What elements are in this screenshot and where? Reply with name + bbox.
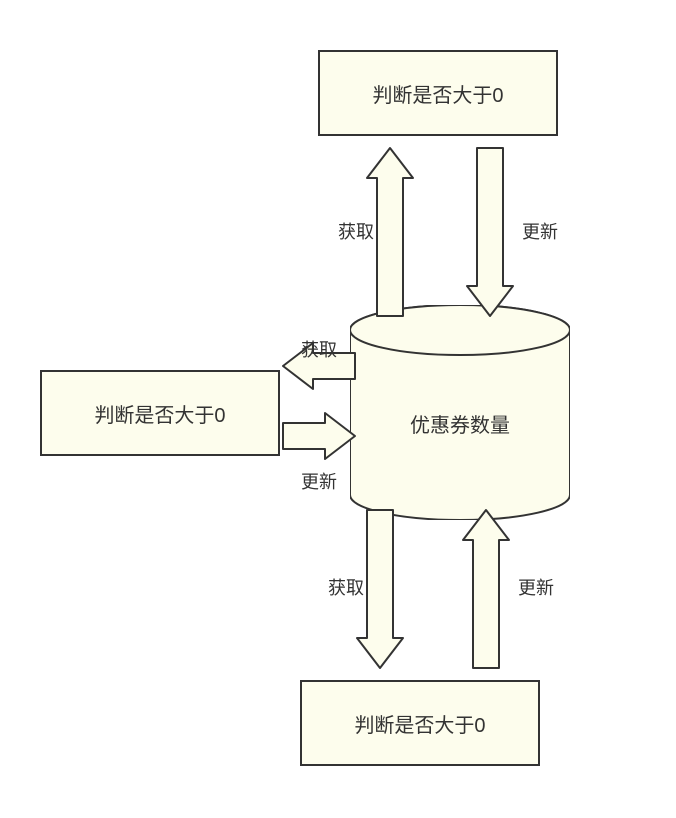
arrow-bottom-update-label: 更新: [518, 574, 554, 600]
arrow-top-update-label: 更新: [522, 218, 558, 244]
arrow-bottom-get-label: 获取: [328, 574, 364, 600]
arrow-bottom-update-icon: [463, 510, 509, 668]
arrow-top-update-icon: [467, 148, 513, 316]
decision-box-top: 判断是否大于0: [318, 50, 558, 136]
decision-box-top-label: 判断是否大于0: [372, 79, 503, 108]
arrow-left-update-label: 更新: [301, 468, 337, 494]
diagram-canvas: 优惠券数量 判断是否大于0 判断是否大于0 判断是否大于0 获取 更新 获取 更…: [0, 0, 676, 818]
decision-box-bottom-label: 判断是否大于0: [354, 709, 485, 738]
cylinder-label: 优惠券数量: [350, 409, 570, 438]
decision-box-left: 判断是否大于0: [40, 370, 280, 456]
arrow-top-get-label: 获取: [338, 218, 374, 244]
decision-box-left-label: 判断是否大于0: [94, 399, 225, 428]
arrow-left-get-label: 获取: [301, 336, 337, 362]
arrow-left-update-icon: [283, 413, 355, 459]
decision-box-bottom: 判断是否大于0: [300, 680, 540, 766]
